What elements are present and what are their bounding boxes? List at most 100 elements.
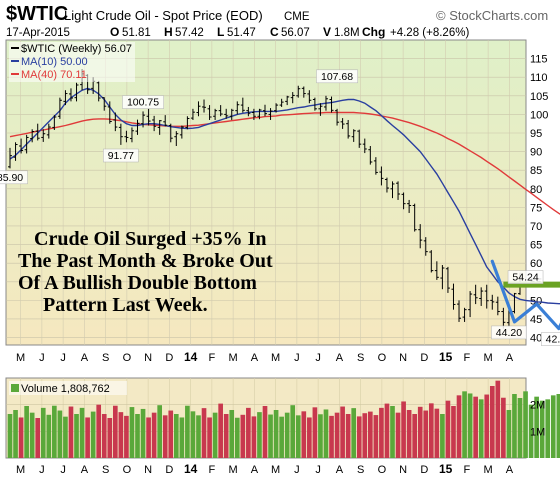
volume-x-tick-label: A xyxy=(506,464,514,476)
price-x-tick-label: F xyxy=(209,352,216,364)
volume-bar xyxy=(190,411,196,458)
price-bar xyxy=(329,96,334,113)
open-label: O xyxy=(110,25,119,39)
price-bar xyxy=(63,90,68,106)
volume-bar xyxy=(295,415,301,458)
price-x-tick-label: 14 xyxy=(184,350,198,364)
price-bar xyxy=(118,123,123,145)
price-bar xyxy=(440,265,445,290)
volume-x-tick-label: O xyxy=(378,464,387,476)
price-label-box xyxy=(507,270,544,284)
volume-bar xyxy=(29,412,35,458)
volume-bar xyxy=(351,408,357,458)
volume-bar xyxy=(462,391,467,458)
price-bar xyxy=(473,284,478,305)
volume-bar xyxy=(501,397,506,458)
price-bar xyxy=(213,108,218,120)
price-bar xyxy=(196,101,201,117)
ma40-layer xyxy=(9,111,560,215)
price-x-tick-label: D xyxy=(420,352,428,364)
close-label: C xyxy=(270,25,279,39)
price-bar xyxy=(8,147,12,169)
price-bar xyxy=(457,300,462,322)
price-bar xyxy=(268,108,273,120)
price-bar xyxy=(190,108,195,120)
price-bar xyxy=(351,129,356,142)
volume-bar xyxy=(218,403,223,458)
volume-bar xyxy=(268,414,273,458)
volume-bar xyxy=(124,415,129,458)
volume-bar xyxy=(46,414,52,458)
volume-bar xyxy=(173,414,179,458)
annotation-line-1: Crude Oil Surged +35% In xyxy=(34,228,267,250)
price-bar xyxy=(257,108,262,120)
price-bar xyxy=(429,250,434,273)
price-bar xyxy=(57,97,62,119)
volume-x-tick-label: O xyxy=(123,464,132,476)
price-y-tick-label: 40 xyxy=(530,333,542,345)
volume-x-tick-label: A xyxy=(81,464,89,476)
price-bar xyxy=(179,125,184,139)
volume-bar xyxy=(135,414,140,458)
price-bar xyxy=(224,108,229,119)
volume-y-tick-label: 2M xyxy=(530,400,545,412)
volume-bars xyxy=(7,380,560,458)
volume-bar xyxy=(273,410,279,458)
price-bar xyxy=(202,99,207,113)
legend-swatch-volume xyxy=(11,384,19,392)
price-bar xyxy=(279,98,284,107)
price-x-tick-label: M xyxy=(271,352,280,364)
price-bar xyxy=(312,97,317,111)
volume-bar xyxy=(489,386,495,458)
price-bar xyxy=(296,85,301,98)
price-bar xyxy=(235,101,240,115)
price-y-tick-label: 90 xyxy=(530,147,542,159)
price-bar xyxy=(240,97,245,113)
price-bar xyxy=(251,108,256,120)
volume-legend-box xyxy=(9,381,127,395)
price-bar xyxy=(462,307,467,322)
volume-bar xyxy=(312,407,318,458)
volume-bar xyxy=(52,405,57,458)
volume-bar xyxy=(307,417,312,458)
price-label: 54.24 xyxy=(507,270,544,284)
price-bar xyxy=(141,111,146,128)
price-x-tick-label: S xyxy=(102,352,109,364)
price-bar xyxy=(207,105,212,120)
open-value: 51.81 xyxy=(122,27,151,39)
volume-bar xyxy=(140,408,146,458)
volume-x-tick-label: S xyxy=(102,464,109,476)
volume-bar xyxy=(451,406,456,458)
price-y-tick-label: 115 xyxy=(530,54,548,66)
high-value: 57.42 xyxy=(175,27,204,39)
price-bar xyxy=(495,296,500,316)
price-label-box xyxy=(491,325,527,340)
volume-x-axis: M J J A S O N D 14 F M A M J J A S O N D 15 F M A xyxy=(16,462,514,476)
volume-bar xyxy=(151,412,157,458)
volume-x-tick-label: J xyxy=(315,464,321,476)
volume-bar xyxy=(318,414,323,458)
volume-label: V xyxy=(323,25,331,39)
price-label-text: 91.77 xyxy=(108,150,134,162)
price-bar xyxy=(30,129,35,143)
volume-value: 1.8M xyxy=(334,27,360,39)
price-x-tick-label: 15 xyxy=(439,350,453,364)
volume-bar xyxy=(68,406,74,458)
price-bar xyxy=(396,181,401,200)
price-bar xyxy=(501,307,506,329)
legend-swatch-ma10 xyxy=(11,60,19,62)
price-label-box xyxy=(122,95,164,109)
price-x-tick-label: N xyxy=(144,352,152,364)
volume-bar xyxy=(107,418,113,458)
volume-bar xyxy=(423,410,429,458)
legend-ma10: MA(10) 50.00 xyxy=(21,56,88,68)
price-label-text: 42.41 xyxy=(546,334,560,346)
legend-ma40: MA(40) 70.11 xyxy=(21,69,87,81)
volume-bar xyxy=(223,414,229,458)
price-bar xyxy=(346,119,351,139)
volume-bar xyxy=(157,405,163,458)
annotation-line-3: Of A Bullish Double Bottom xyxy=(18,272,257,294)
header-exchange: CME xyxy=(284,11,310,23)
volume-bar xyxy=(506,410,512,458)
price-x-tick-label: M xyxy=(229,352,238,364)
